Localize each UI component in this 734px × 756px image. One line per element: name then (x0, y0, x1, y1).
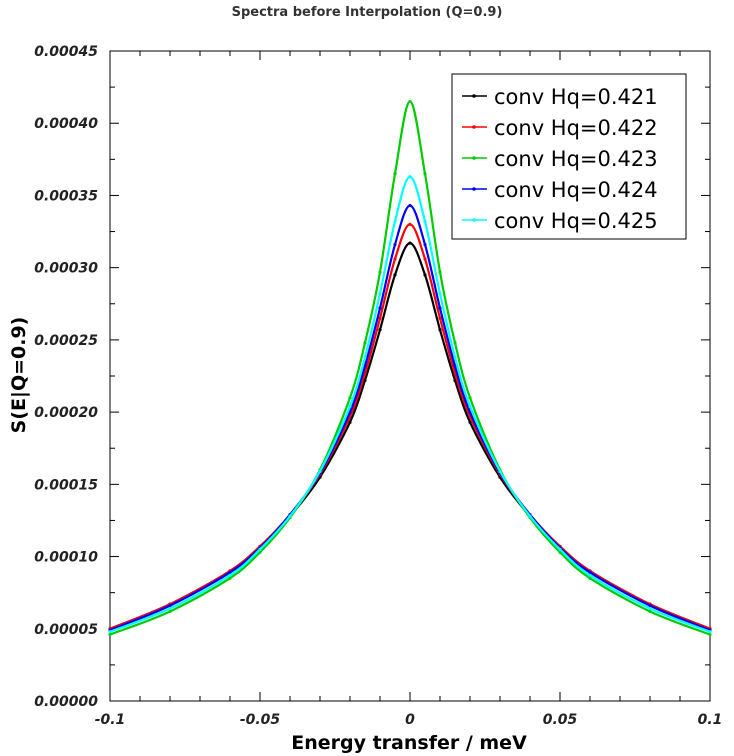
series-point (423, 219, 427, 224)
series-point (408, 203, 412, 208)
y-tick-label: 0.00015 (34, 477, 98, 493)
series-line-4 (109, 204, 711, 632)
series-point (393, 257, 397, 261)
x-tick-label: -0.1 (95, 712, 126, 728)
series-point (453, 341, 457, 345)
series-line-2 (109, 223, 711, 630)
x-tick-label: 0.1 (698, 712, 723, 728)
series-point (528, 514, 532, 518)
series-point (708, 632, 712, 637)
series-point (408, 175, 412, 179)
series-point (348, 404, 352, 408)
series-layer (108, 99, 712, 637)
y-tick-label: 0.00010 (34, 550, 98, 566)
legend-label: conv Hq=0.421 (494, 85, 658, 109)
x-tick-label: 0.05 (543, 712, 578, 728)
x-axis: -0.1 -0.05 0 0.05 0.1 (95, 51, 723, 728)
series-point (363, 341, 367, 345)
series-point (708, 630, 712, 634)
y-tick-label: 0.00030 (34, 261, 98, 277)
series-line-1 (109, 242, 711, 630)
series-point (108, 630, 112, 634)
series-point (228, 570, 232, 575)
series-point (648, 606, 652, 611)
series-point (438, 292, 442, 296)
series-point (468, 420, 472, 424)
series-point (453, 355, 457, 359)
series-point (453, 364, 457, 368)
y-axis-label: S(E|Q=0.9) (8, 317, 30, 434)
series-point (648, 609, 652, 614)
x-tick-label: 0 (405, 712, 415, 728)
series-point (558, 547, 562, 551)
y-tick-label: 0.00020 (34, 405, 98, 421)
series-point (588, 570, 592, 575)
y-axis: 0.00000 0.00005 0.00010 0.00015 0.00020 0.000… (34, 44, 710, 710)
series-point (393, 219, 397, 224)
series-point (258, 547, 262, 551)
x-tick-label: -0.05 (240, 712, 281, 728)
legend-marker (472, 156, 476, 160)
series-point (318, 469, 322, 473)
series-point (423, 257, 427, 261)
series-point (363, 364, 367, 368)
legend: conv Hq=0.421 conv Hq=0.422 conv Hq=0.423 c… (451, 73, 687, 240)
series-point (378, 270, 382, 274)
y-tick-label: 0.00040 (34, 116, 98, 132)
series-point (393, 172, 397, 176)
series-point (588, 573, 592, 577)
legend-label: conv Hq=0.423 (494, 147, 658, 171)
series-point (348, 420, 352, 424)
series-point (438, 270, 442, 274)
series-point (423, 273, 427, 277)
series-point (363, 355, 367, 359)
series-point (288, 514, 292, 518)
series-point (348, 396, 352, 400)
series-line-5 (109, 175, 711, 633)
y-tick-label: 0.00045 (34, 44, 98, 60)
x-axis-label: Energy transfer / meV (291, 732, 527, 754)
series-point (423, 172, 427, 176)
legend-box (451, 73, 687, 240)
chart-title: Spectra before Interpolation (Q=0.9) (232, 5, 503, 20)
legend-marker (472, 187, 476, 191)
series-point (423, 242, 427, 247)
legend-marker (472, 94, 476, 98)
series-point (378, 292, 382, 296)
legend-label: conv Hq=0.425 (494, 209, 658, 233)
legend-label: conv Hq=0.424 (494, 178, 658, 202)
series-point (468, 396, 472, 400)
series-point (468, 404, 472, 408)
series-point (168, 604, 172, 608)
series-point (438, 306, 442, 310)
series-point (228, 576, 232, 580)
series-point (588, 576, 592, 580)
series-point (168, 609, 172, 614)
series-point (108, 632, 112, 637)
y-tick-label: 0.00025 (34, 333, 98, 349)
series-point (393, 273, 397, 277)
series-point (378, 328, 382, 332)
series-point (168, 606, 172, 611)
legend-marker (472, 125, 476, 129)
series-point (393, 242, 397, 247)
series-point (408, 222, 412, 226)
legend-marker (472, 218, 476, 222)
series-point (438, 328, 442, 332)
series-point (378, 316, 382, 320)
y-tick-label: 0.00035 (34, 188, 98, 204)
series-point (408, 241, 412, 245)
legend-label: conv Hq=0.422 (494, 116, 658, 140)
series-point (228, 573, 232, 577)
series-point (378, 306, 382, 310)
y-tick-label: 0.00005 (34, 622, 98, 638)
series-point (408, 99, 412, 104)
series-point (438, 316, 442, 320)
series-point (648, 604, 652, 608)
series-point (498, 469, 502, 473)
y-tick-label: 0.00000 (34, 694, 98, 710)
